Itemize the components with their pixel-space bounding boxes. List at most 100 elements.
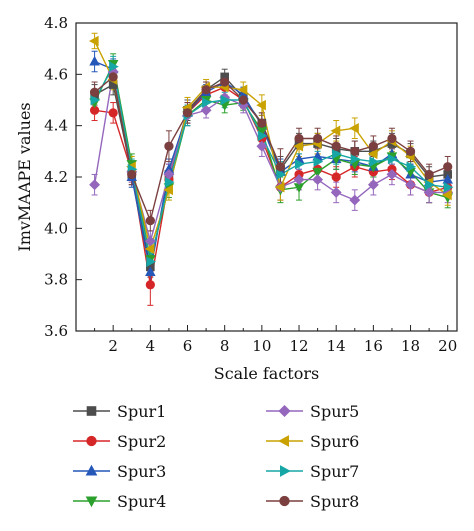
spur3-point: [89, 55, 100, 66]
spur8-point: [238, 95, 248, 105]
legend-spur8-label: Spur8: [310, 492, 359, 511]
y-tick-label: 3.6: [44, 322, 68, 340]
spur7-point: [443, 182, 454, 193]
spur7-point: [109, 61, 119, 72]
legend-spur8-marker: [279, 495, 290, 507]
spur7-point: [294, 158, 305, 170]
legend-spur5-marker: [278, 404, 291, 418]
spur6-point: [330, 125, 341, 137]
legend-spur6-label: Spur6: [310, 432, 359, 451]
spur6-point: [349, 122, 359, 134]
x-tick-label: 14: [327, 337, 346, 355]
spur7-point: [276, 169, 287, 180]
spur7-point: [313, 156, 324, 167]
x-tick-label: 18: [401, 337, 420, 355]
spur7-point: [369, 156, 379, 167]
spur2-point: [108, 108, 118, 118]
spur5-point: [312, 174, 324, 185]
spur5-point: [256, 140, 268, 152]
x-tick-label: 10: [252, 337, 271, 355]
spur8-point: [127, 169, 137, 180]
spur6-point: [144, 243, 155, 255]
legend-spur6-marker: [278, 435, 290, 447]
legend-spur4-marker: [85, 496, 98, 508]
spur7-point: [146, 256, 156, 267]
legend-spur2-label: Spur2: [117, 432, 166, 451]
legend-spur5-label: Spur5: [310, 402, 359, 421]
x-tick-label: 12: [289, 337, 308, 355]
spur6-point: [367, 148, 378, 160]
spur5-point: [386, 169, 398, 180]
spur8-point: [424, 169, 434, 180]
spur6-point: [293, 140, 304, 152]
spur6-point: [88, 35, 99, 47]
spur8-point: [164, 141, 174, 151]
spur2-point: [145, 280, 155, 290]
x-tick-label: 16: [364, 337, 383, 355]
spur5-point: [293, 174, 305, 185]
y-tick-label: 3.8: [44, 271, 68, 289]
markers-layer: [88, 35, 454, 290]
spur8-point: [182, 108, 193, 118]
spur6-point: [237, 84, 248, 95]
spur3-point: [442, 173, 453, 184]
spur6-point: [256, 99, 266, 111]
spur7-point: [425, 179, 435, 190]
spur8-point: [220, 77, 230, 87]
legend-spur7-marker: [279, 465, 291, 477]
spur8-point: [201, 85, 211, 95]
legend-spur2-marker: [86, 435, 97, 447]
spur4-point: [312, 167, 323, 178]
spur6-point: [274, 182, 285, 193]
legend-spur3-label: Spur3: [117, 462, 166, 481]
spur2-point: [331, 172, 341, 182]
x-tick-label: 2: [108, 337, 118, 355]
spur8-point: [294, 133, 304, 144]
legend-spur7-label: Spur7: [310, 462, 359, 481]
spur6-point: [163, 184, 173, 196]
x-tick-label: 8: [220, 337, 230, 355]
error-bars-layer: [91, 32, 451, 306]
spur8-point: [368, 141, 378, 151]
spur8-point: [89, 87, 100, 97]
x-tick-label: 6: [183, 337, 193, 355]
x-tick-label: 20: [438, 337, 457, 355]
x-axis: 2 4 6 8 10 12 14 16 18 20: [94, 325, 457, 355]
spur8-point: [312, 133, 323, 144]
y-axis: 3.6 3.8 4.0 4.2 4.4 4.6 4.8: [44, 14, 82, 340]
spur8-point: [108, 72, 118, 82]
y-tick-label: 4.0: [44, 219, 68, 237]
legend-spur1-marker: [86, 406, 97, 416]
spur8-point: [145, 216, 155, 226]
y-axis-title: ImvMAAPE values: [15, 102, 34, 251]
y-tick-label: 4.4: [44, 117, 68, 135]
x-tick-label: 4: [146, 337, 156, 355]
spur8-point: [257, 118, 267, 128]
spur7-point: [406, 161, 417, 172]
x-axis-title: Scale factors: [214, 364, 319, 383]
spur5-point: [405, 179, 416, 191]
legend: Spur1 Spur2 Spur3 Spur4 Spur5 Spur6 Spur7 Spur8: [73, 402, 359, 511]
spur6-point: [442, 189, 452, 201]
y-tick-label: 4.2: [44, 168, 68, 186]
spur7-point: [202, 97, 212, 108]
spur5-point: [349, 194, 361, 206]
spur5-point: [89, 179, 101, 191]
y-tick-label: 4.6: [44, 65, 68, 83]
spur5-point: [367, 179, 379, 191]
spur3-point: [145, 266, 156, 277]
legend-spur1-label: Spur1: [117, 402, 166, 421]
y-tick-label: 4.8: [44, 14, 68, 32]
spur5-point: [200, 104, 212, 116]
spur7-point: [387, 153, 398, 165]
spur5-point: [330, 186, 342, 198]
spur5-point: [423, 186, 435, 198]
legend-spur4-label: Spur4: [117, 492, 166, 511]
legend-spur3-marker: [85, 464, 98, 476]
spur8-point: [275, 162, 286, 172]
spur7-point: [350, 153, 361, 165]
spur8-point: [387, 133, 397, 144]
spur8-point: [331, 141, 341, 151]
spur7-point: [220, 94, 231, 106]
